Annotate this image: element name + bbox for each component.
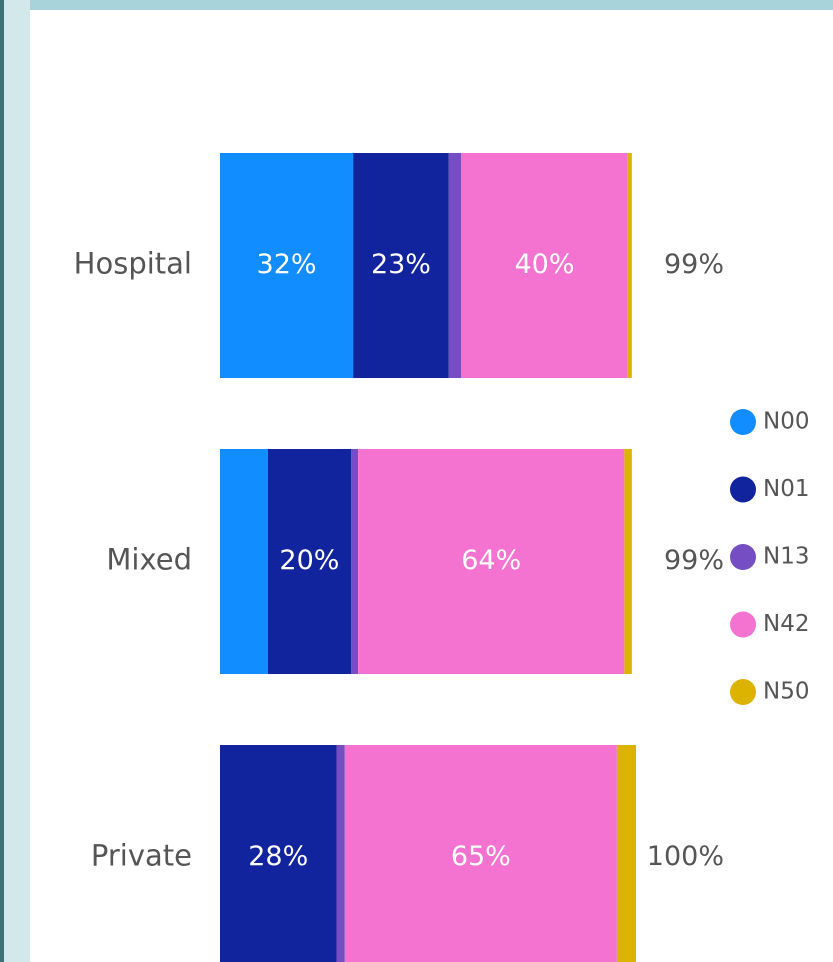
data-label: 23% [371,249,431,280]
bar-segment [358,449,625,674]
legend-label: N42 [763,611,809,637]
bar-segment [267,449,352,674]
bar-segment [220,449,268,674]
top-band [0,0,833,10]
legend-marker [730,476,756,503]
legend-marker [730,544,756,570]
legend-marker [730,409,756,435]
left-panel [0,0,30,962]
category-label: Mixed [106,543,192,577]
legend-label: N13 [763,544,809,570]
bar-segment [351,449,359,674]
data-label: 32% [257,249,317,280]
data-label: 28% [248,841,308,872]
bar-segment [353,153,449,378]
bar-segment [336,745,345,962]
bar-segment [616,745,636,962]
bar-segment [448,153,462,378]
total-label: 99% [664,545,724,576]
legend-marker [730,611,756,638]
legend-label: N50 [763,679,809,705]
data-label: 64% [461,545,521,576]
bar-segment [220,745,337,962]
data-label: 40% [514,249,574,280]
category-label: Hospital [74,247,192,281]
total-label: 100% [647,841,724,872]
bar-segment [461,153,628,378]
bar-segment [627,153,632,378]
left-edge [0,0,4,962]
data-label: 20% [279,545,339,576]
category-label: Private [91,839,192,873]
legend-label: N01 [763,476,809,502]
total-label: 99% [664,249,724,280]
legend-label: N00 [763,409,809,435]
bar-segment [344,745,617,962]
data-label: 65% [451,841,511,872]
bar-segment [220,153,354,378]
legend-marker [730,679,756,705]
bar-segment [624,449,632,674]
